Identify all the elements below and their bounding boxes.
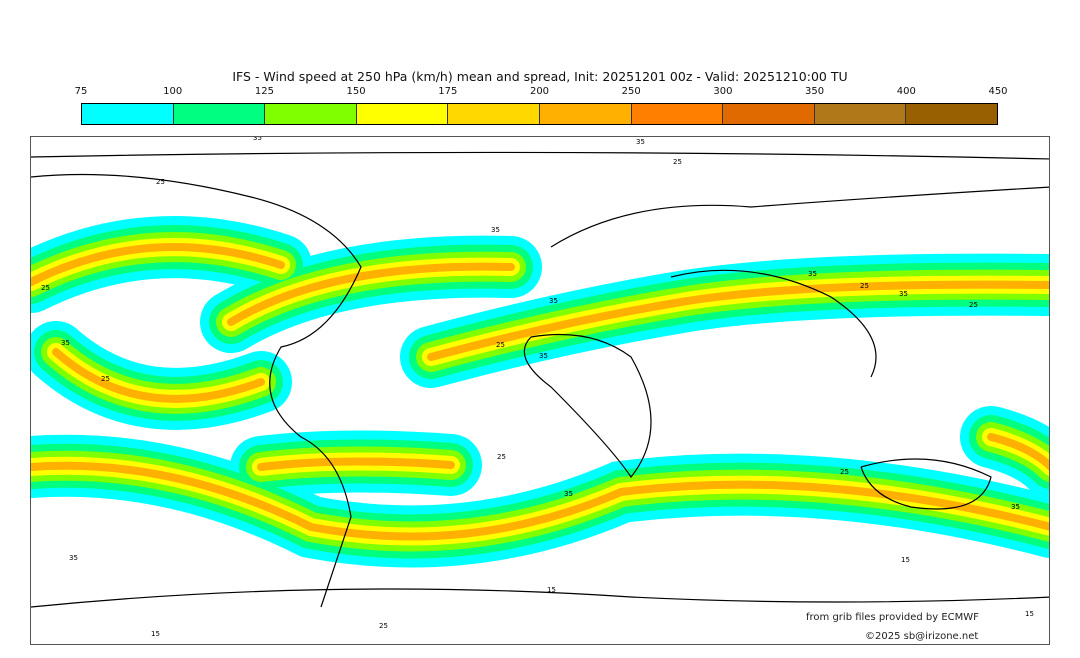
coastlines [31,151,1049,608]
contour-label: 35 [899,290,908,298]
contour-label: 25 [101,375,110,383]
colorbar-swatch [723,104,815,124]
contour-label: 15 [1025,610,1034,618]
data-source-credit: from grib files provided by ECMWF [806,612,979,623]
contour-label: 35 [69,554,78,562]
colorbar-tick: 250 [621,86,641,97]
colorbar-swatch [82,104,174,124]
jet-band [987,433,1049,471]
colorbar-swatch [356,104,449,124]
colorbar-swatch [448,104,540,124]
contour-label: 25 [673,158,682,166]
jet-band [257,457,455,471]
contour-label: 15 [547,586,556,594]
colorbar-tick: 300 [713,86,733,97]
colorbar-tick: 75 [74,86,88,97]
colorbar-tick: 150 [346,86,366,97]
contour-label: 35 [61,339,70,347]
contour-label: 25 [497,453,506,461]
contour-label: 35 [539,352,548,360]
colorbar-tick: 400 [896,86,916,97]
jet-band [31,243,285,286]
contour-label: 25 [379,622,388,630]
colorbar-tick: 175 [438,86,458,97]
contour-label: 25 [496,341,505,349]
contour-label: 25 [840,468,849,476]
jet-band [227,262,515,326]
contour-label: 35 [564,490,573,498]
colorbar-tick: 125 [254,86,274,97]
contour-label: 25 [41,284,50,292]
jet-streams [31,216,1049,568]
colorbar-swatch [631,104,724,124]
chart-title: IFS - Wind speed at 250 hPa (km/h) mean … [232,69,848,84]
colorbar [81,103,998,125]
colorbar-tick: 450 [988,86,1008,97]
contour-label: 35 [549,297,558,305]
contour-label: 15 [151,630,160,638]
contour-label: 25 [860,282,869,290]
contour-label: 35 [1011,503,1020,511]
contour-label: 15 [901,556,910,564]
contour-label: 25 [156,178,165,186]
contour-label: 35 [491,226,500,234]
colorbar-swatch [265,104,357,124]
colorbar-swatch [173,104,266,124]
copyright: ©2025 sb@irizone.net [865,631,979,642]
contour-label: 35 [808,270,817,278]
jet-band [31,461,1049,541]
contour-label: 25 [969,301,978,309]
wind-map: 35 35 25 25 35 35 35 25 35 25 25 25 35 35 35 25 15 15 25 15… [30,136,1050,645]
colorbar-swatch [539,104,632,124]
colorbar-tick: 350 [805,86,825,97]
colorbar-swatch [906,104,997,124]
jet-band [427,280,1049,361]
contour-label: 35 [636,138,645,146]
colorbar-swatch [814,104,907,124]
jet-band [52,348,265,403]
colorbar-tick: 200 [529,86,550,97]
colorbar-tick: 100 [163,86,183,97]
contour-label: 35 [253,137,262,142]
